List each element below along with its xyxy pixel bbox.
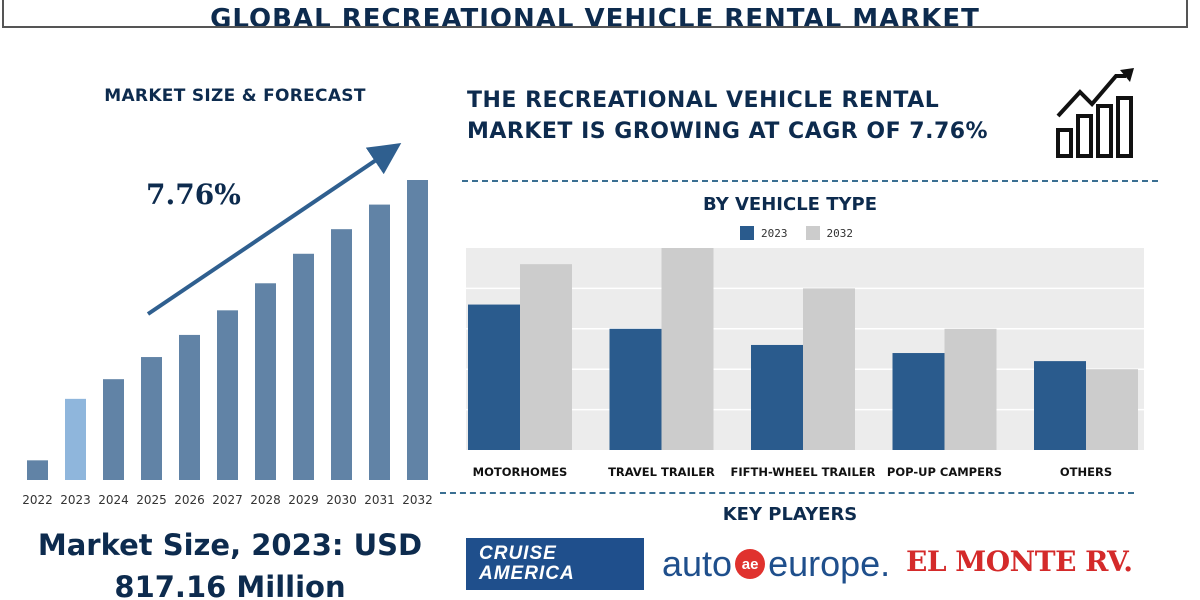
growth-arrow [146,143,402,316]
legend-label-2032: 2032 [826,226,854,240]
vehicle-type-chart: MOTORHOMES TRAVEL TRAILER FIFTH-WHEEL TRAI… [466,248,1144,479]
market-size-line1: Market Size, 2023: USD [37,528,423,562]
legend-item-2032: 2032 [805,226,854,240]
bar-fifth-wheel-trailer-2023 [751,344,803,450]
cagr-label: 7.76% [146,178,241,211]
forecast-tick-2026: 2026 [174,493,205,507]
legend-item-2023: 2023 [740,226,788,240]
growth-chart-icon [1056,68,1134,158]
category-label: MOTORHOMES [473,465,568,479]
key-players-heading: KEY PLAYERS [722,504,858,525]
bar-pop-up-campers-2023 [892,353,945,450]
forecast-bar-2031 [369,204,390,481]
forecast-tick-2029: 2029 [288,493,319,507]
bar-fifth-wheel-trailer-2032 [803,288,855,450]
forecast-tick-2030: 2030 [326,493,357,507]
forecast-bar-2029 [293,253,314,480]
bar-travel-trailer-2032 [661,248,714,450]
forecast-tick-2027: 2027 [212,493,243,507]
market-size-text: Market Size, 2023: USD 817.16 Million [10,524,450,600]
legend-swatch-2023 [740,226,754,240]
market-forecast-chart: 2022 2023 2024 2025 2026 2027 2028 2029 2030 2031… [22,143,433,507]
bar-others-2032 [1086,369,1138,450]
forecast-bar-2027 [217,310,238,480]
cruise-logo-line2: AMERICA [479,563,575,584]
forecast-bar-2024 [103,379,124,480]
divider-bottom [440,492,1134,494]
category-label: OTHERS [1060,465,1112,479]
forecast-tick-2032: 2032 [402,493,433,507]
title-box: GLOBAL RECREATIONAL VEHICLE RENTAL MARKE… [2,0,1188,28]
cruise-america-logo: CRUISE AMERICA [466,538,644,590]
category-label: FIFTH-WHEEL TRAILER [731,465,876,479]
cagr-headline: THE RECREATIONAL VEHICLE RENTAL MARKET I… [467,85,1027,147]
auto-europe-left: auto [662,543,733,584]
category-label: POP-UP CAMPERS [887,465,1002,479]
bar-motorhomes-2032 [520,264,572,450]
forecast-bar-2025 [141,357,162,480]
auto-europe-mark: ae [735,549,766,579]
category-label: TRAVEL TRAILER [608,465,715,479]
forecast-tick-2031: 2031 [364,493,395,507]
forecast-tick-2023: 2023 [60,493,91,507]
market-forecast-heading: MARKET SIZE & FORECAST [104,86,366,106]
auto-europe-right: europe. [768,543,891,584]
forecast-bar-2028 [255,283,276,480]
forecast-bar-2032 [407,180,428,480]
market-size-line2: 817.16 Million [114,570,346,600]
forecast-bar-2023 [65,398,86,480]
segment-heading: BY VEHICLE TYPE [702,194,878,215]
legend-label-2023: 2023 [761,226,788,240]
cruise-logo-line1: CRUISE [479,543,557,564]
forecast-tick-2028: 2028 [250,493,281,507]
cagr-headline-line2: MARKET IS GROWING AT CAGR OF 7.76% [467,119,989,144]
auto-europe-logo: auto ae europe. [662,542,890,586]
legend-swatch-2032 [805,226,820,240]
divider-top [462,180,1158,182]
cagr-headline-line1: THE RECREATIONAL VEHICLE RENTAL [467,88,940,113]
forecast-tick-2025: 2025 [136,493,167,507]
forecast-bar-2026 [179,334,200,480]
bar-travel-trailer-2023 [609,328,662,450]
bar-motorhomes-2023 [468,304,520,450]
page-title: GLOBAL RECREATIONAL VEHICLE RENTAL MARKE… [210,4,980,28]
forecast-bar-2022 [27,460,48,480]
forecast-bar-2030 [331,229,352,480]
bar-others-2023 [1034,361,1086,450]
forecast-tick-2024: 2024 [98,493,129,507]
bar-pop-up-campers-2032 [944,328,997,450]
forecast-tick-2022: 2022 [22,493,53,507]
segment-legend: 2023 2032 [740,226,863,240]
el-monte-rv-logo: EL MONTE RV. [906,545,1133,578]
